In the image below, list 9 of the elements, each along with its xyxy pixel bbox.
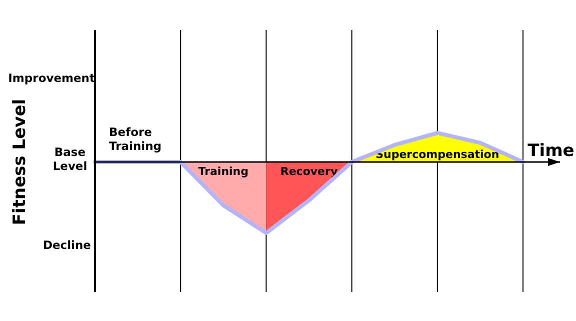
text: Improvement [8, 71, 96, 85]
annotation: Before Training [109, 125, 162, 153]
text: Base Level [52, 145, 88, 173]
text: Decline [42, 238, 92, 252]
series-label: Supercompensation [376, 148, 500, 161]
x-axis-title: Time [528, 141, 574, 161]
series-label: Training [198, 165, 249, 178]
series-label: Recovery [280, 165, 338, 178]
y-axis-title: Fitness Level [10, 98, 30, 226]
